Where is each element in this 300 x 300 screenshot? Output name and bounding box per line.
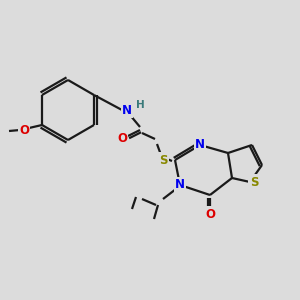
Text: O: O bbox=[205, 208, 215, 220]
Text: N: N bbox=[122, 103, 132, 116]
Text: H: H bbox=[136, 100, 144, 110]
Text: N: N bbox=[195, 139, 205, 152]
Text: O: O bbox=[19, 124, 29, 136]
Text: O: O bbox=[117, 131, 127, 145]
Text: N: N bbox=[175, 178, 185, 191]
Text: S: S bbox=[159, 154, 167, 166]
Text: S: S bbox=[250, 176, 258, 188]
